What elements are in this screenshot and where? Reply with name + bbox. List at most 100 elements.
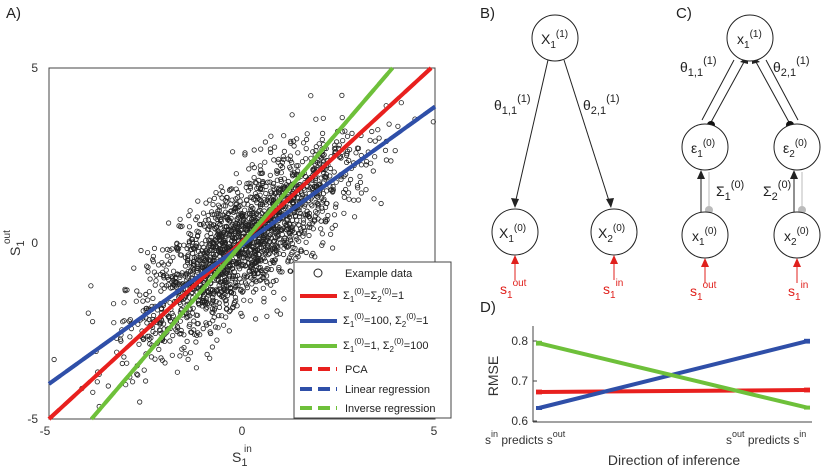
scatter-point	[340, 138, 346, 144]
scatter-point	[310, 250, 316, 256]
scatter-point	[182, 351, 188, 357]
scatter-point	[193, 240, 199, 246]
scatter-point	[329, 189, 336, 195]
scatter-point	[211, 302, 217, 308]
scatter-point	[332, 142, 338, 148]
scatter-point	[289, 228, 295, 235]
scatter-point	[253, 278, 259, 285]
legend-label-data: Example data	[345, 268, 413, 280]
scatter-point	[250, 214, 256, 221]
scatter-point	[200, 297, 206, 304]
scatter-point	[208, 234, 214, 240]
scatter-point	[230, 273, 236, 279]
d-ylabel: RMSE	[485, 356, 501, 396]
scatter-point	[319, 136, 325, 143]
scatter-point	[256, 207, 262, 213]
scatter-point	[327, 165, 333, 172]
scatter-point	[262, 233, 268, 239]
scatter-point	[253, 248, 259, 254]
scatter-point	[145, 269, 151, 275]
scatter-point	[285, 156, 291, 162]
scatter-point	[249, 194, 255, 201]
scatter-point	[161, 285, 167, 291]
scatter-point	[226, 308, 232, 315]
scatter-point	[206, 237, 212, 243]
panel-a-label: A)	[6, 5, 21, 22]
scatter-point	[234, 227, 240, 233]
scatter-point	[249, 281, 255, 287]
scatter-point	[90, 389, 96, 395]
scatter-point	[261, 208, 267, 214]
scatter-point	[276, 267, 282, 273]
scatter-point	[273, 213, 279, 219]
scatter-point	[207, 355, 213, 361]
scatter-point	[383, 157, 389, 163]
scatter-point	[194, 332, 200, 338]
panel-a-xlabel: S1 in	[232, 444, 252, 469]
scatter-point	[271, 198, 277, 204]
scatter-point	[325, 212, 331, 219]
scatter-point	[248, 263, 254, 269]
scatter-point	[206, 292, 212, 298]
scatter-point	[160, 247, 166, 253]
scatter-point	[283, 244, 290, 250]
scatter-point	[233, 186, 239, 192]
a-ytick-label: 5	[31, 61, 38, 75]
scatter-point	[265, 194, 271, 200]
scatter-point	[121, 300, 127, 306]
scatter-point	[171, 268, 177, 274]
scatter-point	[295, 254, 301, 260]
rmse-point	[536, 389, 542, 395]
scatter-point	[189, 329, 195, 335]
scatter-point	[259, 170, 266, 176]
scatter-point	[378, 200, 384, 207]
scatter-point	[257, 170, 263, 176]
scatter-point	[315, 201, 321, 207]
scatter-point	[233, 298, 239, 304]
scatter-point	[295, 150, 301, 156]
scatter-point	[152, 282, 158, 288]
scatter-point	[293, 233, 299, 240]
svg-text:S1: S1	[232, 449, 247, 469]
scatter-point	[300, 140, 307, 146]
scatter-point	[153, 278, 159, 284]
scatter-point	[221, 287, 227, 294]
scatter-point	[230, 221, 236, 227]
scatter-point	[235, 189, 241, 195]
scatter-point	[228, 289, 234, 295]
b-edge-right	[563, 59, 611, 205]
legend-label-invreg: Inverse regression	[345, 403, 436, 415]
scatter-point	[260, 285, 266, 291]
scatter-point	[195, 320, 201, 327]
c-sigma-label-right: Σ2(0)	[763, 179, 791, 203]
scatter-point	[182, 273, 188, 279]
c-input-label-left: s1out	[690, 280, 717, 303]
panel-d-axes: 0.8 0.7 0.6 RMSE sin predicts sout sout …	[485, 326, 812, 468]
scatter-point	[322, 217, 328, 223]
scatter-point	[299, 159, 306, 165]
scatter-point	[310, 226, 316, 232]
scatter-point	[166, 261, 172, 267]
scatter-point	[279, 232, 285, 238]
scatter-point	[204, 322, 210, 328]
scatter-point	[248, 181, 254, 187]
scatter-point	[218, 279, 224, 285]
scatter-point	[367, 137, 373, 143]
scatter-point	[319, 195, 325, 201]
c-edge-label-left: θ1,1(1)	[680, 55, 717, 79]
scatter-point	[296, 213, 302, 219]
scatter-point	[138, 247, 144, 254]
rmse-series-line	[538, 388, 808, 394]
c-node-err-left	[681, 123, 729, 171]
scatter-point	[251, 175, 257, 181]
scatter-point	[281, 176, 287, 182]
c-edge-down-left	[701, 59, 735, 121]
scatter-point	[274, 168, 280, 174]
rmse-point	[804, 405, 810, 410]
panel-d-series	[536, 338, 810, 410]
scatter-point	[203, 320, 209, 326]
scatter-point	[319, 205, 325, 211]
scatter-point	[291, 210, 297, 216]
scatter-point	[267, 172, 273, 178]
scatter-point	[319, 242, 325, 248]
